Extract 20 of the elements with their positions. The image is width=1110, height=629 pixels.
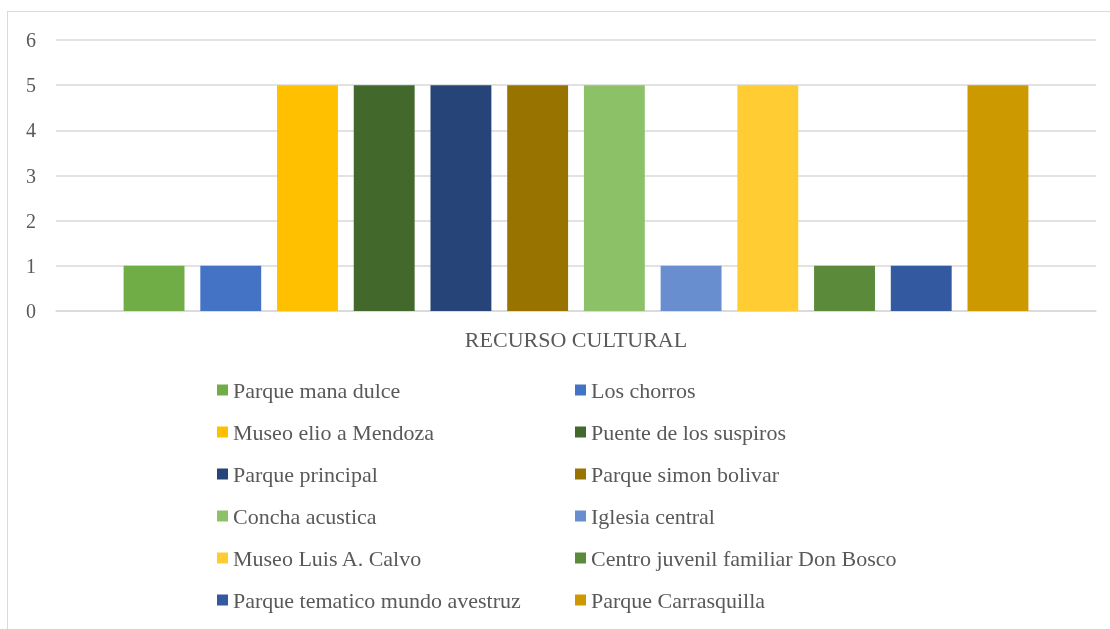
legend-label: Parque Carrasquilla	[591, 587, 766, 613]
legend-label: Parque tematico mundo avestruz	[233, 587, 521, 613]
legend-label: Los chorros	[591, 377, 696, 403]
y-tick-label: 5	[26, 74, 36, 97]
legend-label: Parque mana dulce	[233, 377, 401, 403]
y-tick-label: 6	[26, 29, 36, 51]
legend-label: Iglesia central	[591, 503, 715, 529]
legend-label: Puente de los suspiros	[591, 419, 786, 445]
legend-label: Museo Luis A. Calvo	[233, 545, 422, 571]
legend-label: Parque principal	[233, 461, 378, 487]
legend-label: Concha acustica	[233, 503, 377, 529]
y-tick-label: 2	[26, 209, 36, 232]
legend-label: Centro juvenil familiar Don Bosco	[591, 545, 897, 571]
y-tick-label: 3	[26, 164, 36, 187]
x-tick-label: RECURSO CULTURAL	[464, 326, 688, 352]
y-tick-label: 1	[26, 254, 36, 277]
y-tick-label: 0	[26, 300, 36, 322]
legend-label: Parque simon bolivar	[591, 461, 780, 487]
legend-label: Museo elio a Mendoza	[233, 419, 435, 445]
y-tick-label: 4	[26, 119, 36, 142]
